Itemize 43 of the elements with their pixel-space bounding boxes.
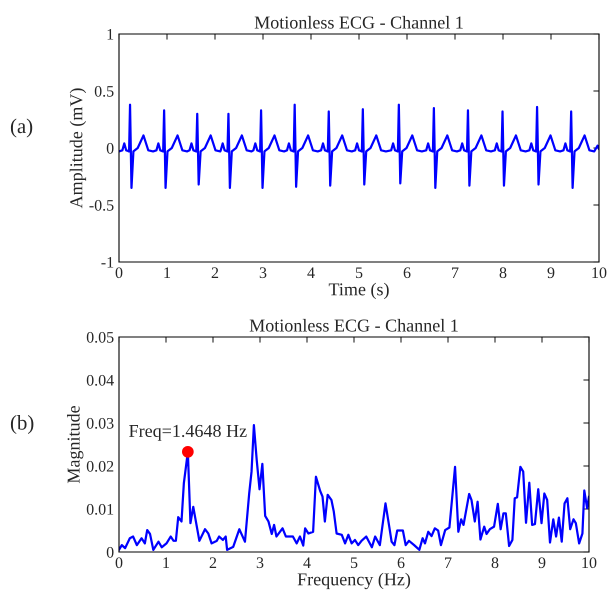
y-tick-label: 0.5 — [94, 86, 114, 97]
x-tick-label: 10 — [592, 267, 606, 278]
x-tick-label: 6 — [398, 557, 405, 568]
x-tick-label: 8 — [500, 267, 506, 278]
x-tick-label: 8 — [492, 557, 498, 568]
y-tick-label: 0.03 — [86, 418, 114, 429]
x-tick-label: 7 — [452, 267, 459, 278]
x-tick-label: 10 — [582, 557, 596, 568]
y-tick-label: 0.04 — [86, 374, 114, 386]
x-tick-label: 2 — [210, 557, 216, 568]
text: (a) — [10, 118, 32, 138]
x-tick-label: 4 — [303, 557, 311, 568]
chart-title: Motionless ECG - Channel 1 — [254, 16, 463, 29]
y-axis-title: Amplitude (mV) — [70, 88, 86, 208]
y-tick-label: 1 — [108, 28, 114, 40]
x-tick-label: 0 — [116, 267, 122, 278]
y-tick-label: 0 — [106, 142, 114, 154]
x-tick-label: 5 — [350, 557, 358, 568]
x-tick-label: 1 — [163, 557, 170, 568]
x-tick-label: 9 — [548, 267, 554, 278]
x-tick-label: 6 — [404, 267, 411, 278]
x-tick-label: 3 — [256, 557, 264, 568]
x-tick-label: 2 — [212, 267, 218, 278]
line-series — [119, 104, 599, 190]
x-tick-label: 4 — [307, 267, 315, 278]
x-tick-label: 3 — [260, 267, 266, 278]
y-axis-title: Magnitude — [66, 406, 84, 484]
x-axis-title: Time (s) — [328, 282, 389, 300]
x-tick-label: 7 — [445, 557, 452, 568]
y-tick-label: -1 — [101, 256, 114, 268]
x-tick-label: 5 — [356, 267, 362, 278]
y-tick-label: 0 — [106, 546, 114, 558]
y-tick-label: 0.02 — [86, 460, 114, 472]
text: (b) — [10, 415, 34, 434]
y-tick-label: 0.01 — [86, 504, 114, 515]
chart-title: Motionless ECG - Channel 1 — [250, 318, 458, 332]
x-tick-label: 0 — [116, 557, 122, 568]
y-tick-label: -0.5 — [89, 200, 114, 211]
x-tick-label: 9 — [538, 557, 546, 568]
y-tick-label: 0.05 — [86, 332, 114, 343]
annotation: Freq=1.4648 Hz — [129, 424, 247, 441]
x-tick-label: 1 — [164, 267, 170, 278]
x-axis-title: Frequency (Hz) — [298, 572, 410, 590]
